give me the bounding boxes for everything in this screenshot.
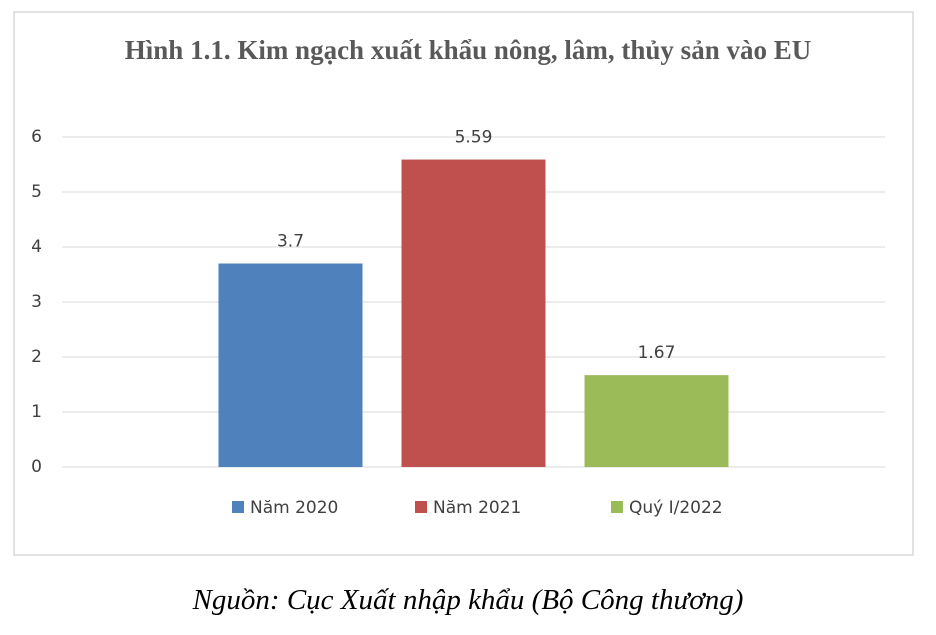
y-tick-label: 6 — [31, 127, 42, 147]
y-tick-label: 1 — [31, 402, 42, 422]
bar — [401, 159, 546, 468]
legend-marker — [611, 501, 623, 513]
legend-label: Năm 2021 — [433, 498, 521, 518]
y-tick-label: 2 — [31, 347, 42, 367]
y-tick-label: 5 — [31, 182, 42, 202]
data-label: 3.7 — [277, 232, 304, 252]
legend-label: Quý I/2022 — [629, 498, 723, 518]
bar — [218, 263, 363, 467]
chart-title: Hình 1.1. Kim ngạch xuất khẩu nông, lâm,… — [124, 35, 812, 65]
y-tick-label: 0 — [31, 457, 42, 477]
data-label: 1.67 — [638, 343, 676, 363]
y-tick-label: 4 — [31, 237, 42, 257]
data-label: 5.59 — [455, 128, 493, 148]
y-tick-label: 3 — [31, 292, 42, 312]
legend-marker — [232, 501, 244, 513]
legend-marker — [415, 501, 427, 513]
caption: Nguồn: Cục Xuất nhập khẩu (Bộ Công thươn… — [192, 584, 744, 616]
bar — [584, 375, 729, 467]
legend-label: Năm 2020 — [250, 498, 338, 518]
